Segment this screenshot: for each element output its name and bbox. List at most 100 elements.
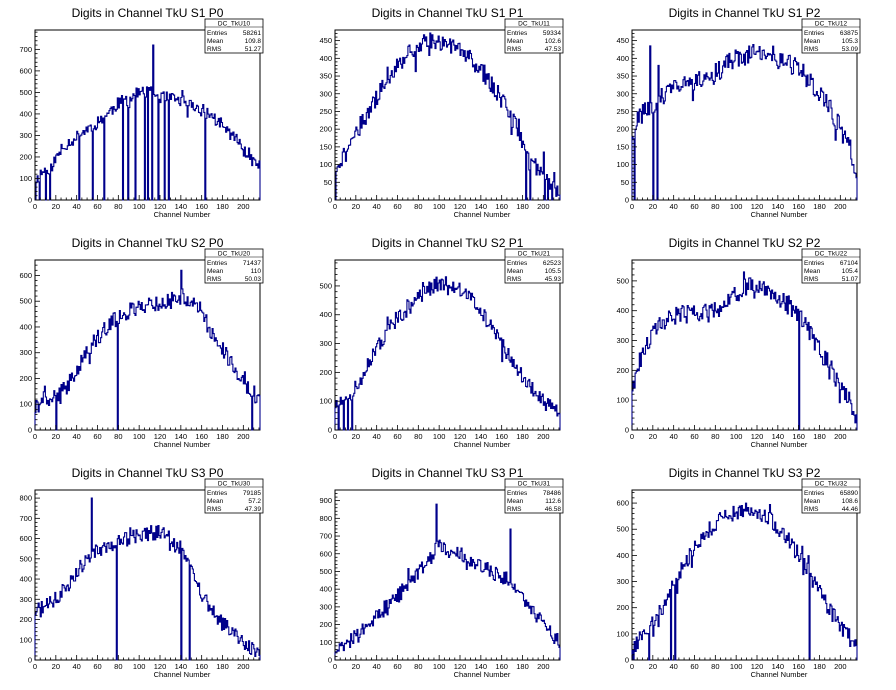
chart-5-stats-entries-value: 62523: [543, 260, 561, 267]
chart-3-stats-box: DC_TkU12 Entries 63875 Mean 105.3 RMS 53.09: [801, 18, 861, 54]
chart-6-xlabel: Channel Number: [751, 440, 808, 449]
chart-8-stats-mean-label: Mean: [507, 498, 524, 505]
chart-4-ytick-label: 200: [19, 374, 32, 383]
chart-3-xtick-label: 160: [792, 202, 805, 211]
chart-6-ytick-label: 0: [625, 426, 629, 435]
chart-4-stats-name: DC_TkU20: [218, 251, 251, 258]
chart-1-xtick-label: 120: [154, 202, 167, 211]
chart-3-xtick-label: 0: [630, 202, 634, 211]
chart-7-stats-mean-value: 57.2: [248, 498, 261, 505]
chart-5-xlabel: Channel Number: [454, 440, 511, 449]
chart-6-ytick-label: 100: [616, 396, 629, 405]
chart-8-xtick-label: 100: [433, 662, 446, 671]
chart-2-xtick-label: 80: [414, 202, 422, 211]
chart-3-ytick-label: 200: [616, 125, 629, 134]
chart-3-ytick-label: 150: [616, 142, 629, 151]
chart-9-ytick-label: 100: [616, 629, 629, 638]
chart-8-stats-entries-label: Entries: [507, 490, 528, 497]
chart-1-xtick-label: 40: [72, 202, 80, 211]
chart-2-xtick-label: 40: [372, 202, 380, 211]
chart-4-frame: [34, 259, 261, 431]
chart-4-xtick-label: 40: [72, 432, 80, 441]
chart-3-xtick-label: 40: [669, 202, 677, 211]
chart-8-xtick-label: 60: [393, 662, 401, 671]
chart-9-title: Digits in Channel TkU S3 P2: [669, 466, 821, 480]
chart-9-ytick-label: 200: [616, 603, 629, 612]
chart-5-series-line: [334, 276, 561, 431]
chart-1-ytick-label: 100: [19, 174, 32, 183]
chart-3-stats-mean-value: 105.3: [842, 38, 859, 45]
chart-8-xtick-label: 140: [475, 662, 488, 671]
chart-2-stats-frame: [504, 18, 564, 54]
chart-8-stats-name: DC_TkU31: [518, 481, 551, 488]
chart-7-ytick-label: 600: [19, 534, 32, 543]
chart-1-ytick-label: 300: [19, 131, 32, 140]
chart-5-xtick-label: 40: [372, 432, 380, 441]
chart-1-stats-entries-value: 58261: [243, 30, 261, 37]
chart-5-xtick-label: 200: [537, 432, 550, 441]
chart-1-ytick-label: 700: [19, 45, 32, 54]
chart-2-xtick-label: 60: [393, 202, 401, 211]
chart-7-stats-box: DC_TkU30 Entries 79185 Mean 57.2 RMS 47.39: [204, 478, 264, 514]
chart-1-xtick-label: 0: [33, 202, 37, 211]
chart-3-ytick-label: 450: [616, 36, 629, 45]
chart-9-xtick-label: 40: [669, 662, 677, 671]
chart-3-series-line: [631, 43, 858, 201]
chart-9-stats-name: DC_TkU32: [815, 481, 848, 488]
chart-1-ytick-label: 0: [28, 196, 32, 205]
chart-6-xtick-label: 180: [813, 432, 826, 441]
chart-1-stats-rms-value: 51.27: [245, 46, 262, 53]
chart-3-ytick-label: 250: [616, 107, 629, 116]
chart-7-ytick-label: 400: [19, 575, 32, 584]
chart-6-xtick-label: 140: [772, 432, 785, 441]
chart-6-ytick-label: 400: [616, 306, 629, 315]
chart-3-ytick-label: 0: [625, 196, 629, 205]
chart-2-stats-name: DC_TkU11: [518, 21, 550, 28]
chart-5-stats-mean-label: Mean: [507, 268, 524, 275]
chart-4-stats-box: DC_TkU20 Entries 71437 Mean 110 RMS 50.03: [204, 248, 264, 284]
chart-3-stats-mean-label: Mean: [804, 38, 821, 45]
chart-8-xtick-label: 20: [352, 662, 360, 671]
chart-1-stats-name: DC_TkU10: [218, 21, 251, 28]
chart-6-stats-name: DC_TkU22: [815, 251, 848, 258]
chart-7-stats-entries-label: Entries: [207, 490, 228, 497]
chart-9-stats-box: DC_TkU32 Entries 65890 Mean 108.6 RMS 44.46: [801, 478, 861, 514]
chart-3: Digits in Channel TkU S1 P2 0 20 40 60 80 100 1…: [616, 6, 861, 219]
chart-7-xlabel: Channel Number: [154, 670, 211, 679]
chart-4-title: Digits in Channel TkU S2 P0: [72, 236, 224, 250]
chart-4-xtick-label: 180: [216, 432, 229, 441]
chart-8-ytick-label: 100: [319, 638, 332, 647]
chart-1-stats-box: DC_TkU10 Entries 58261 Mean 109.8 RMS 51.27: [204, 18, 264, 54]
chart-4-ytick-label: 0: [28, 426, 32, 435]
chart-2-title: Digits in Channel TkU S1 P1: [372, 6, 524, 20]
chart-4-ytick-label: 300: [19, 348, 32, 357]
chart-6-ytick-label: 300: [616, 336, 629, 345]
chart-8-xtick-label: 180: [516, 662, 529, 671]
chart-8-ytick-label: 0: [328, 656, 332, 665]
chart-8-ytick-label: 200: [319, 620, 332, 629]
chart-5-ytick-label: 500: [319, 281, 332, 290]
chart-7-xtick-label: 100: [133, 662, 146, 671]
chart-7-stats-rms-label: RMS: [207, 506, 222, 513]
chart-7: Digits in Channel TkU S3 P0 0 20 40 60 80 100 1…: [19, 466, 264, 679]
chart-2-ytick-label: 100: [319, 160, 332, 169]
chart-9-ytick-label: 300: [616, 577, 629, 586]
chart-6-xtick-label: 60: [690, 432, 698, 441]
chart-7-series-line: [34, 497, 261, 661]
chart-2-ytick-label: 350: [319, 72, 332, 81]
chart-9-xtick-label: 140: [772, 662, 785, 671]
chart-3-xtick-label: 100: [730, 202, 743, 211]
chart-6-stats-mean-label: Mean: [804, 268, 821, 275]
chart-7-ytick-label: 100: [19, 635, 32, 644]
chart-8-xtick-label: 0: [333, 662, 337, 671]
chart-8-ytick-label: 500: [319, 567, 332, 576]
chart-2-stats-entries-value: 59334: [543, 30, 561, 37]
chart-6-stats-rms-value: 51.07: [842, 276, 859, 283]
chart-4-xlabel: Channel Number: [154, 440, 211, 449]
chart-2-stats-entries-label: Entries: [507, 30, 528, 37]
chart-5-ytick-label: 200: [319, 368, 332, 377]
chart-2-xtick-label: 160: [495, 202, 508, 211]
chart-9-xtick-label: 80: [711, 662, 719, 671]
chart-3-stats-name: DC_TkU12: [815, 21, 848, 28]
chart-1-xtick-label: 100: [133, 202, 146, 211]
